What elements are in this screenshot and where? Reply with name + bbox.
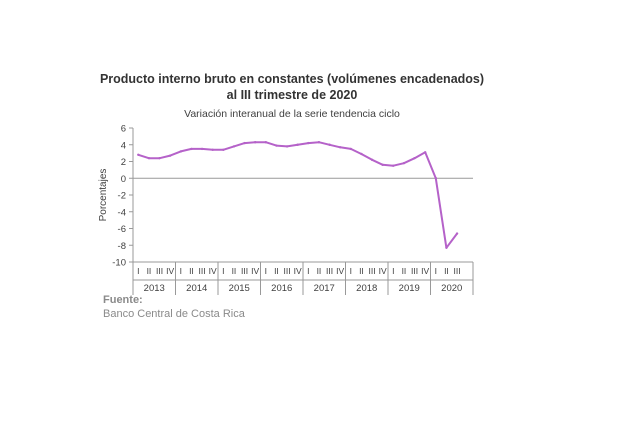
quarter-label: IV — [209, 266, 217, 276]
data-point — [317, 141, 321, 144]
quarter-label: III — [454, 266, 461, 276]
quarter-label: I — [180, 266, 182, 276]
y-tick-label: 6 — [121, 124, 126, 135]
data-point — [413, 156, 416, 160]
y-tick-label: -10 — [112, 258, 126, 269]
source-text: Banco Central de Costa Rica — [103, 308, 245, 320]
quarter-label: II — [274, 266, 279, 276]
quarter-label: I — [350, 266, 352, 276]
y-tick-label: -2 — [118, 191, 126, 202]
quarter-label: III — [369, 266, 376, 276]
quarter-label: II — [189, 266, 194, 276]
data-point — [370, 158, 374, 162]
data-point — [455, 232, 459, 235]
chart-title: Producto interno bruto en constantes (vo… — [99, 72, 485, 86]
data-point — [434, 177, 438, 180]
data-point — [349, 147, 353, 151]
series — [137, 141, 459, 249]
quarter-label: III — [199, 266, 206, 276]
chart-title-line-2: al III trimestre de 2020 — [226, 88, 358, 102]
year-label: 2017 — [314, 283, 335, 294]
quarter-label: I — [435, 266, 437, 276]
quarter-label: I — [307, 266, 309, 276]
quarter-label: IV — [166, 266, 174, 276]
data-point — [179, 150, 183, 153]
quarter-label: II — [232, 266, 237, 276]
quarter-label: III — [326, 266, 333, 276]
data-point — [200, 147, 204, 151]
quarter-label: IV — [379, 266, 387, 276]
y-tick-label: 4 — [121, 140, 126, 151]
year-label: 2014 — [186, 283, 207, 294]
year-label: 2016 — [271, 283, 292, 294]
data-point — [253, 141, 257, 144]
data-point — [285, 145, 289, 148]
y-tick-label: 0 — [121, 174, 126, 185]
data-point — [211, 148, 214, 151]
data-point — [147, 156, 151, 160]
data-point — [168, 154, 172, 157]
y-tick-label: -8 — [118, 241, 126, 252]
data-point — [402, 161, 406, 165]
source-label: Fuente: — [103, 294, 143, 306]
quarter-label: I — [265, 266, 267, 276]
year-label: 2013 — [144, 283, 165, 294]
data-point — [275, 144, 278, 147]
data-point — [445, 246, 448, 249]
quarter-label: III — [241, 266, 248, 276]
quarter-label: I — [222, 266, 224, 276]
data-point — [264, 141, 268, 144]
data-point — [232, 145, 236, 148]
data-point — [307, 141, 310, 145]
quarter-label: III — [284, 266, 291, 276]
series-line — [137, 141, 459, 249]
y-tick-label: -6 — [118, 224, 126, 235]
quarter-label: IV — [251, 266, 259, 276]
chart-subtitle: Variación interanual de la serie tendenc… — [184, 108, 400, 120]
quarter-label: II — [147, 266, 152, 276]
quarter-label: II — [317, 266, 322, 276]
data-point — [190, 147, 193, 151]
quarter-label: II — [402, 266, 407, 276]
y-axis-label: Porcentajes — [98, 169, 109, 222]
quarter-label: II — [444, 266, 449, 276]
y-tick-label: -4 — [118, 207, 126, 218]
quarter-label: IV — [421, 266, 429, 276]
data-point — [296, 143, 299, 146]
y-axis: 6 4 2 0 -2 -4 -6 -8 -10 Porcentajes — [98, 124, 134, 269]
data-point — [243, 141, 246, 145]
quarter-label: I — [137, 266, 139, 276]
data-point — [328, 143, 331, 146]
y-tick-label: 2 — [121, 157, 126, 168]
year-label: 2018 — [356, 283, 377, 294]
data-point — [137, 153, 140, 156]
quarter-label: III — [411, 266, 418, 276]
year-label: 2020 — [441, 283, 462, 294]
data-point — [423, 151, 427, 154]
data-point — [360, 152, 363, 156]
data-point — [381, 163, 384, 167]
data-point — [338, 146, 342, 149]
quarter-label: IV — [336, 266, 344, 276]
year-label: 2015 — [229, 283, 250, 294]
quarter-label: IV — [294, 266, 302, 276]
year-label: 2019 — [399, 283, 420, 294]
quarter-label: III — [156, 266, 163, 276]
data-point — [392, 164, 395, 167]
quarter-label: I — [392, 266, 394, 276]
data-point — [222, 148, 225, 151]
quarter-label: II — [359, 266, 364, 276]
data-point — [158, 156, 161, 160]
